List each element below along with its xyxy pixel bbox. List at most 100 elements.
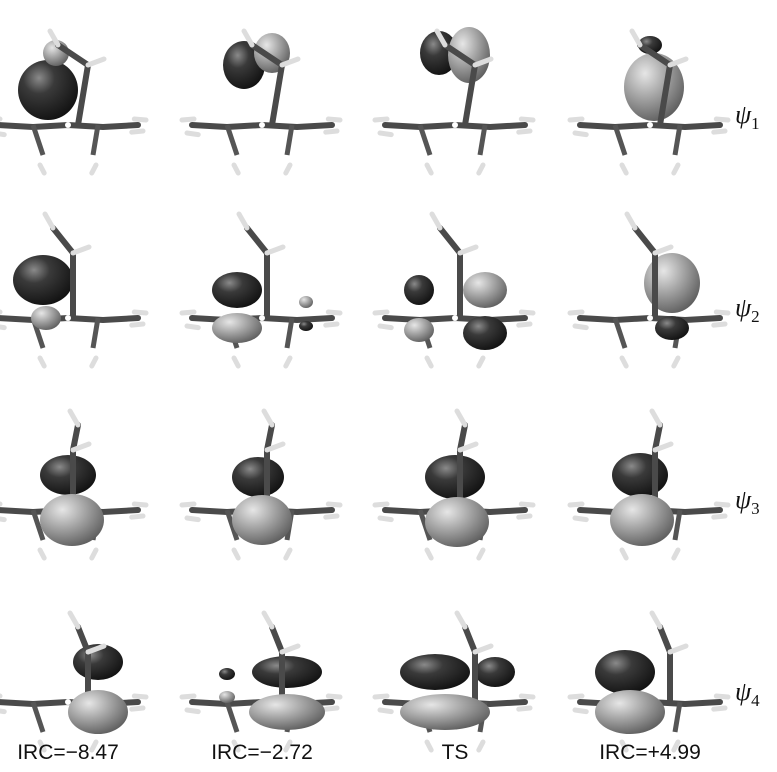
h-bond (521, 504, 533, 505)
h-bond (134, 504, 146, 505)
h-bond (328, 696, 340, 697)
psi-symbol: ψ (735, 293, 752, 322)
figure: IRC=−8.47IRC=−2.72TSIRC=+4.99ψ1ψ2ψ3ψ4 (0, 0, 777, 772)
bond (287, 318, 292, 348)
h-bond (570, 312, 582, 313)
orbital-lobe (299, 296, 313, 308)
orbital-lobe (18, 60, 78, 120)
h-bond (92, 358, 96, 366)
atom (647, 122, 653, 128)
h-bond (286, 550, 290, 558)
bond (675, 702, 680, 732)
h-bond (134, 312, 146, 313)
orbital-cell (375, 411, 533, 558)
h-bond (479, 550, 483, 558)
orbital-lobe (404, 318, 434, 342)
h-bond (652, 411, 660, 425)
h-bond (627, 214, 635, 228)
orbital-lobe (219, 668, 235, 680)
h-bond (570, 119, 582, 120)
h-bond (134, 696, 146, 697)
orbital-cell (182, 214, 340, 366)
h-bond (132, 131, 143, 132)
orbital-cell (375, 27, 533, 173)
h-bond (380, 326, 391, 328)
h-bond (622, 358, 626, 366)
h-bond (716, 504, 728, 505)
orbital-lobe (425, 455, 485, 499)
orbital-lobe (219, 691, 235, 703)
h-bond (182, 504, 194, 505)
orbital-lobe (463, 316, 507, 350)
orbital-cell (182, 31, 340, 173)
h-bond (0, 518, 4, 520)
h-bond (375, 696, 387, 697)
h-bond (182, 312, 194, 313)
h-bond (132, 324, 143, 325)
atom (259, 315, 265, 321)
orbital-lobe (475, 657, 515, 687)
h-bond (134, 119, 146, 120)
h-bond (375, 312, 387, 313)
h-bond (714, 324, 725, 325)
h-bond (380, 518, 391, 520)
h-bond (521, 119, 533, 120)
h-bond (234, 358, 238, 366)
h-bond (380, 133, 391, 135)
h-bond (328, 504, 340, 505)
h-bond (375, 504, 387, 505)
orbital-lobe (425, 497, 489, 547)
h-bond (264, 411, 272, 425)
orbital-lobe (212, 313, 262, 343)
h-bond (674, 358, 678, 366)
atom (65, 315, 71, 321)
orbital-lobe (595, 650, 655, 694)
h-bond (187, 133, 198, 135)
column-label: IRC=+4.99 (599, 741, 701, 764)
h-bond (0, 326, 4, 328)
orbital-cell (570, 411, 728, 558)
orbital-cell (0, 31, 146, 173)
h-bond (40, 358, 44, 366)
h-bond (655, 247, 671, 253)
h-bond (519, 708, 530, 709)
orbital-cell (570, 613, 728, 750)
orbital-lobe (40, 494, 104, 546)
h-bond (479, 165, 483, 173)
h-bond (427, 165, 431, 173)
h-bond (286, 358, 290, 366)
bond (660, 627, 670, 702)
orbital-lobe (249, 694, 325, 730)
h-bond (187, 326, 198, 328)
psi-subscript: 4 (751, 691, 760, 710)
orbital-lobe (463, 272, 507, 308)
bond (440, 228, 460, 318)
h-bond (375, 119, 387, 120)
orbital-cell (570, 214, 728, 366)
h-bond (575, 710, 586, 712)
h-bond (326, 516, 337, 517)
h-bond (457, 613, 465, 627)
h-bond (40, 550, 44, 558)
h-bond (427, 358, 431, 366)
h-bond (70, 613, 78, 627)
h-bond (267, 247, 283, 253)
h-bond (187, 710, 198, 712)
atom (647, 315, 653, 321)
h-bond (714, 516, 725, 517)
h-bond (622, 165, 626, 173)
h-bond (670, 646, 686, 652)
atom (452, 315, 458, 321)
h-bond (40, 165, 44, 173)
h-bond (234, 550, 238, 558)
psi-subscript: 2 (751, 307, 760, 326)
bond (93, 125, 98, 155)
orbital-lobe (252, 656, 322, 688)
h-bond (716, 119, 728, 120)
h-bond (0, 133, 4, 135)
h-bond (674, 550, 678, 558)
h-bond (328, 312, 340, 313)
orbital-lobe (299, 321, 313, 331)
h-bond (92, 165, 96, 173)
orbital-lobe (404, 275, 434, 305)
